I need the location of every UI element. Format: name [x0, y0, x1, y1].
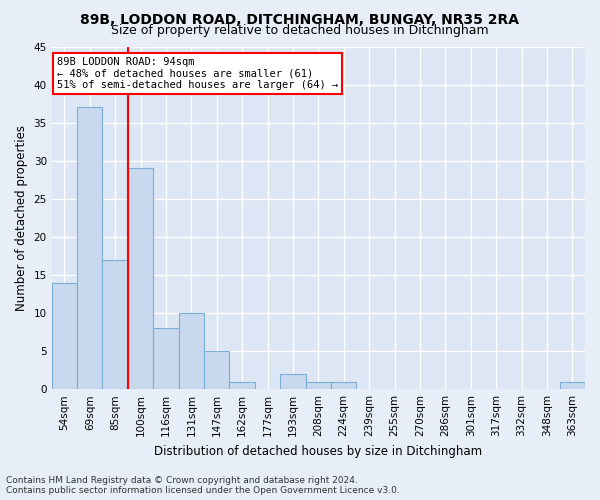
- Bar: [77, 108, 103, 389]
- Bar: [52, 282, 77, 389]
- Bar: [331, 382, 356, 389]
- Y-axis label: Number of detached properties: Number of detached properties: [15, 125, 28, 311]
- Bar: [305, 382, 331, 389]
- Bar: [103, 260, 128, 389]
- Bar: [280, 374, 305, 389]
- Bar: [153, 328, 179, 389]
- Text: Contains HM Land Registry data © Crown copyright and database right 2024.
Contai: Contains HM Land Registry data © Crown c…: [6, 476, 400, 495]
- X-axis label: Distribution of detached houses by size in Ditchingham: Distribution of detached houses by size …: [154, 444, 482, 458]
- Text: 89B LODDON ROAD: 94sqm
← 48% of detached houses are smaller (61)
51% of semi-det: 89B LODDON ROAD: 94sqm ← 48% of detached…: [57, 57, 338, 90]
- Bar: [179, 313, 204, 389]
- Bar: [560, 382, 585, 389]
- Bar: [128, 168, 153, 389]
- Bar: [204, 351, 229, 389]
- Text: Size of property relative to detached houses in Ditchingham: Size of property relative to detached ho…: [111, 24, 489, 37]
- Text: 89B, LODDON ROAD, DITCHINGHAM, BUNGAY, NR35 2RA: 89B, LODDON ROAD, DITCHINGHAM, BUNGAY, N…: [80, 12, 520, 26]
- Bar: [229, 382, 255, 389]
